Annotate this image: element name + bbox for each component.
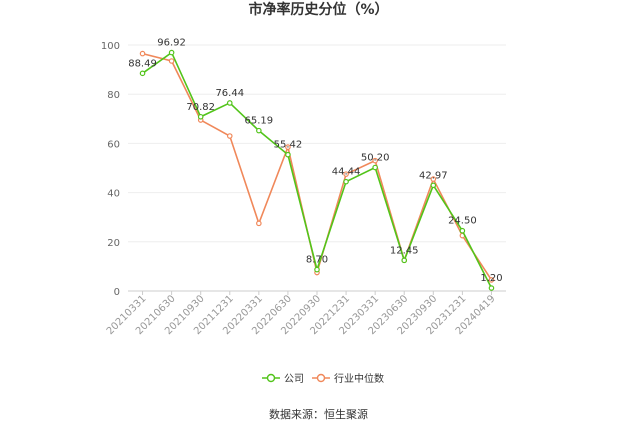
data-label: 24.50 bbox=[448, 216, 477, 227]
legend-marker bbox=[316, 373, 326, 383]
data-label: 12.45 bbox=[390, 245, 419, 256]
data-label: 65.19 bbox=[245, 116, 274, 127]
series-layer bbox=[139, 49, 495, 291]
y-tick-label: 40 bbox=[107, 189, 120, 200]
data-point-industry-median bbox=[256, 220, 262, 227]
data-point-company bbox=[343, 178, 349, 185]
data-label: 76.44 bbox=[215, 88, 244, 99]
data-point-company bbox=[372, 164, 378, 171]
data-point-company bbox=[430, 182, 437, 189]
data-point-industry-median bbox=[372, 157, 378, 164]
data-label: 50.20 bbox=[361, 153, 390, 164]
data-point-industry-median bbox=[430, 176, 437, 182]
data-label: 1.20 bbox=[480, 273, 502, 284]
legend-label: 行业中位数 bbox=[334, 372, 384, 385]
y-tick-label: 20 bbox=[107, 238, 120, 249]
legend-item-industry-median: 行业中位数 bbox=[312, 372, 384, 385]
x-axis: 2021033120210630202109302021123120220331… bbox=[105, 290, 506, 337]
data-point-industry-median bbox=[139, 50, 146, 57]
y-tick-label: 0 bbox=[114, 287, 120, 298]
data-label: 44.44 bbox=[332, 167, 361, 178]
data-point-company bbox=[139, 70, 146, 77]
data-label: 88.49 bbox=[128, 58, 157, 69]
y-axis: 0 20 40 60 80 100 bbox=[101, 41, 120, 298]
data-point-company bbox=[168, 49, 175, 56]
source-note: 数据来源：恒生聚源 bbox=[269, 408, 368, 421]
legend-label: 公司 bbox=[284, 374, 304, 385]
data-point-industry-median bbox=[168, 58, 175, 64]
y-tick-label: 60 bbox=[107, 139, 120, 150]
data-label: 8.70 bbox=[306, 255, 328, 266]
data-point-industry-median bbox=[226, 133, 233, 139]
chart-title: 市净率历史分位（%） bbox=[248, 2, 389, 18]
data-point-company bbox=[256, 127, 262, 134]
data-label: 42.97 bbox=[419, 170, 448, 181]
data-point-industry-median bbox=[285, 144, 291, 150]
data-point-company bbox=[285, 151, 291, 158]
legend: 公司 行业中位数 bbox=[262, 372, 384, 385]
data-point-company bbox=[197, 113, 204, 120]
data-point-company bbox=[459, 227, 466, 234]
legend-item-company: 公司 bbox=[262, 373, 304, 385]
data-point-company bbox=[226, 100, 233, 106]
data-point-company bbox=[488, 285, 495, 291]
data-label: 70.82 bbox=[186, 102, 215, 113]
y-tick-label: 100 bbox=[101, 41, 120, 52]
legend-marker bbox=[266, 373, 276, 383]
data-label: 96.92 bbox=[157, 38, 186, 49]
data-point-company bbox=[401, 257, 408, 264]
data-label: 55.42 bbox=[274, 140, 303, 151]
data-point-industry-median bbox=[488, 277, 495, 283]
data-point-industry-median bbox=[343, 171, 349, 177]
y-tick-label: 80 bbox=[107, 90, 120, 101]
data-point-company bbox=[314, 266, 320, 273]
series-line-industry-median bbox=[142, 52, 493, 281]
